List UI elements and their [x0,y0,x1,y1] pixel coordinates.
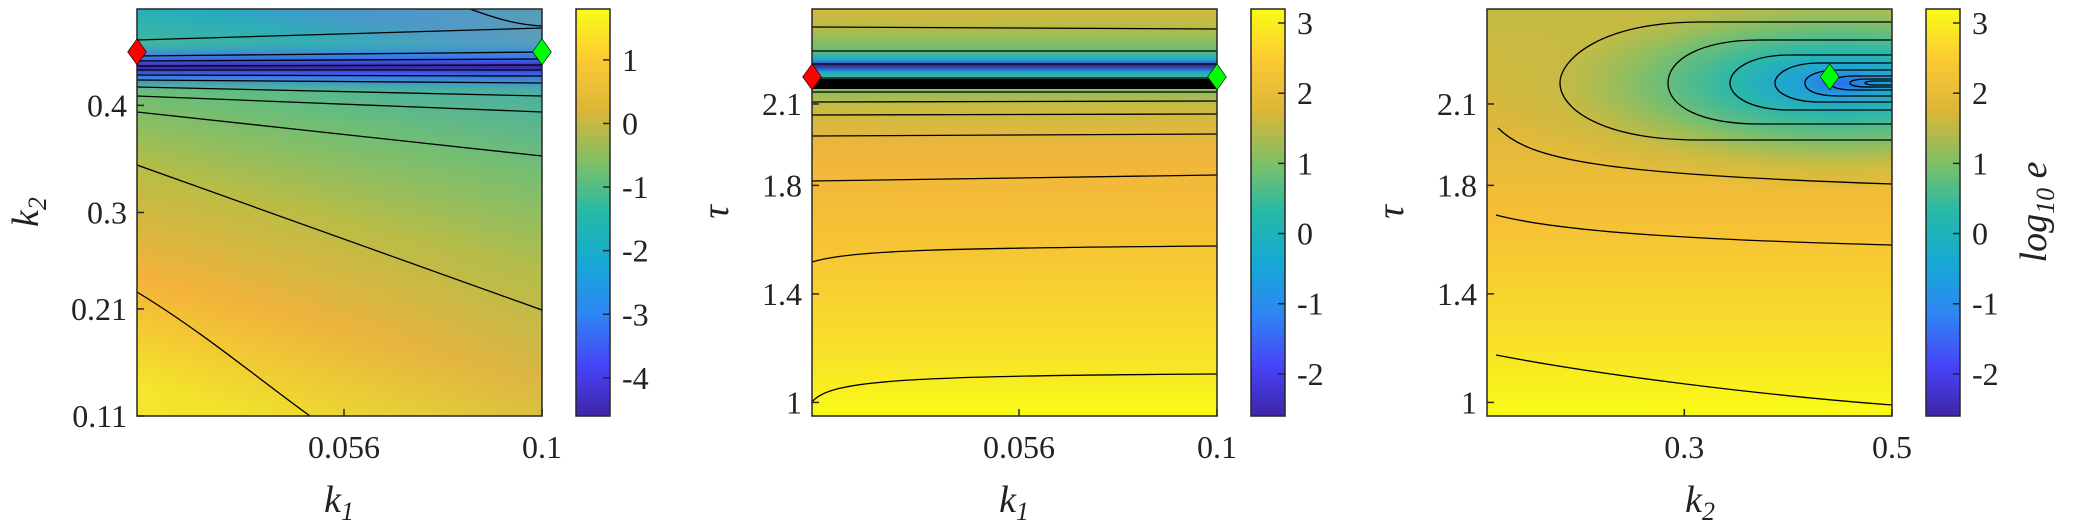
y-tick-label: 0.21 [71,291,127,327]
colorbar-tick-label: 1 [1972,145,1988,181]
y-axis-label-1: k2 [5,197,52,227]
colorbar-tick-label: -4 [622,360,649,396]
xticks-3: 0.3 0.5 [1664,409,1912,465]
y-tick-label: 1.4 [762,276,802,312]
colorbar-tick-label: -1 [622,169,649,205]
colorbar-label-3: log10 e [2013,161,2060,262]
colorbar-3: 3 2 1 0 -1 -2 [1925,5,1999,417]
axes-frame-3 [1486,8,1893,417]
markers-3 [1819,63,1840,91]
y-tick-label: 0.11 [72,398,127,434]
y-tick-label: 2.1 [762,86,802,122]
panel-3: 0.3 0.5 1 1.4 1.8 2.1 k2 τ 3 2 1 0 -1 -2 log10 e [1370,5,2060,523]
panel-1: 0.056 0.1 0.11 0.21 0.3 0.4 k1 k2 1 0 -1 -2 -3 -4 [5,8,649,523]
colorbar-tick-label: 2 [1297,75,1313,111]
colorbar-tick-label: -2 [622,233,649,269]
colorbar-ticks-3: 3 2 1 0 -1 -2 [1953,5,1999,392]
xticks-1: 0.056 0.1 [308,409,562,465]
contour-lines-1 [137,9,542,416]
y-axis-label-3: τ [1370,204,1412,219]
colorbar-2: 3 2 1 0 -1 -2 [1250,5,1324,417]
diamond-marker [1819,63,1840,91]
colorbar-tick-label: 1 [622,42,638,78]
xticks-2: 0.056 0.1 [983,409,1237,465]
y-tick-label: 1 [786,384,802,420]
y-tick-label: 1.8 [1437,167,1477,203]
x-tick-label: 0.056 [983,429,1055,465]
yticks-3: 1 1.4 1.8 2.1 [1437,86,1494,420]
colorbar-tick-label: 0 [1297,216,1313,252]
diamond-marker [532,38,552,66]
colorbar-tick-label: -1 [1297,286,1324,322]
colorbar-tick-label: -2 [1297,356,1324,392]
x-axis-label-1: k1 [324,479,354,523]
diamond-marker [802,63,822,91]
axes-frame-2 [811,8,1218,417]
colorbar-tick-label: -2 [1972,356,1999,392]
colorbar-tick-label: 3 [1297,5,1313,41]
colorbar-tick-label: 0 [622,105,638,141]
yticks-1: 0.11 0.21 0.3 0.4 [71,87,144,434]
heatmap-1 [137,9,542,416]
y-tick-label: 1.4 [1437,276,1477,312]
x-axis-label-2: k1 [999,479,1029,523]
y-tick-label: 1 [1461,384,1477,420]
colorbar-tick-label: 0 [1972,216,1988,252]
diamond-marker [127,38,147,66]
diamond-marker [1207,63,1227,91]
x-axis-label-3: k2 [1685,479,1715,523]
colorbar-1: 1 0 -1 -2 -3 -4 [575,8,649,417]
panel-2: 0.056 0.1 1 1.4 1.8 2.1 k1 τ 3 2 1 0 -1 -2 [695,5,1324,523]
markers-2 [802,63,1227,91]
colorbar-ticks-1: 1 0 -1 -2 -3 -4 [603,42,649,396]
contour-lines-2 [812,26,1217,403]
yticks-2: 1 1.4 1.8 2.1 [762,86,819,420]
x-tick-label: 0.1 [522,429,562,465]
colorbar-ticks-2: 3 2 1 0 -1 -2 [1278,5,1324,392]
colorbar-tick-label: -3 [622,296,649,332]
x-tick-label: 0.1 [1197,429,1237,465]
colorbar-tick-label: -1 [1972,286,1999,322]
colorbar-tick-label: 3 [1972,5,1988,41]
y-axis-label-2: τ [695,204,737,219]
x-tick-label: 0.5 [1872,429,1912,465]
y-tick-label: 1.8 [762,167,802,203]
markers-1 [127,38,552,66]
x-tick-label: 0.056 [308,429,380,465]
contour-lines-3 [1495,21,1892,406]
y-tick-label: 2.1 [1437,86,1477,122]
colorbar-tick-label: 2 [1972,75,1988,111]
y-tick-label: 0.3 [87,195,127,231]
x-tick-label: 0.3 [1664,429,1704,465]
y-tick-label: 0.4 [87,87,127,123]
heatmap-2 [812,9,1217,416]
heatmap-3 [1487,9,1892,416]
colorbar-tick-label: 1 [1297,145,1313,181]
